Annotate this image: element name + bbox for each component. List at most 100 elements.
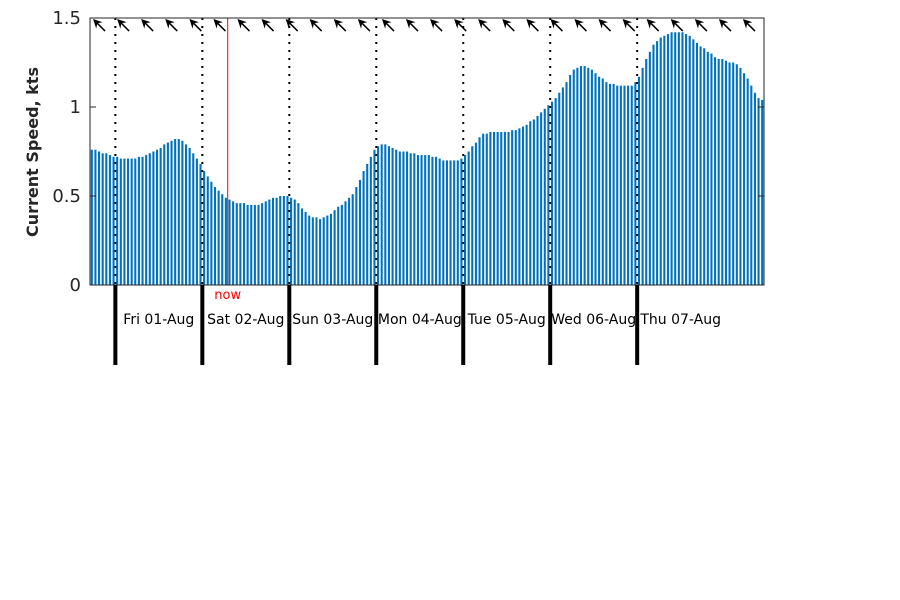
bar [619,85,622,285]
arrow-shaft [457,22,467,32]
bar [101,153,104,285]
bar [558,92,561,285]
bar [134,158,137,285]
arrow-shaft [312,22,323,32]
bar [750,85,753,285]
bar [500,131,503,285]
bar [601,78,604,286]
bar [674,32,677,285]
bar [485,133,488,285]
bar [203,171,206,285]
arrow-shaft [553,22,564,32]
bar [572,69,575,286]
bar [634,82,637,285]
bar [116,156,119,285]
arrow-shaft [288,22,299,32]
bar [181,140,184,285]
day-label: Tue 05-Aug [467,312,546,328]
bar [242,203,246,285]
bar [685,34,688,285]
bar [210,181,213,285]
bar [94,149,97,285]
plot-frame [89,17,765,286]
bar [311,217,314,285]
bar [195,158,198,285]
bar [221,194,224,285]
bar [344,201,347,285]
arrow-shaft [192,22,202,32]
bar [213,187,217,285]
bar [536,115,539,286]
y-tick-label: 1 [70,97,81,118]
arrow-shaft [264,22,275,32]
arrow-shaft [433,22,443,32]
bar [525,124,528,285]
bar [409,153,412,285]
y-tick-label: 1.5 [52,8,81,29]
bar [199,163,202,285]
bar [435,156,438,285]
bar [253,204,256,285]
bar [268,199,271,285]
bar [384,144,387,285]
bar [565,82,568,285]
bar [380,144,383,285]
bar [148,153,151,285]
bar [743,73,746,286]
bar [166,142,169,285]
arrow-shaft [96,22,106,32]
bar [239,203,242,285]
bar [112,156,115,285]
bar [739,67,742,285]
bar [279,196,282,285]
bar [290,197,293,285]
arrow-shaft [673,22,684,32]
bar [322,217,325,285]
bar [507,131,510,285]
bar [174,139,177,285]
bar [540,112,543,285]
bar [228,199,231,285]
bar [246,204,249,285]
bar [177,139,180,285]
bar [373,149,376,285]
bar [608,83,612,285]
bar [427,155,430,285]
day-label: Mon 04-Aug [378,312,462,328]
bar [282,196,285,285]
bar [438,158,441,285]
day-label: Thu 07-Aug [639,312,721,328]
arrow-shaft [481,22,491,32]
bar [355,187,358,285]
bar [308,215,311,285]
bar [717,58,720,285]
bar [464,155,467,285]
bar [543,108,546,285]
bar [518,128,521,285]
bar [155,149,159,285]
day-label: Fri 01-Aug [123,312,194,328]
arrow-shaft [577,22,588,32]
bar [637,76,641,286]
bar [184,144,188,285]
y-tick-label: 0.5 [52,186,81,207]
bar [652,44,655,286]
plot-background [90,18,764,285]
bar [391,147,394,285]
bar [358,179,362,285]
bar [163,144,166,285]
bar [521,126,525,285]
bar [474,142,477,285]
bar [547,105,550,285]
bar [170,140,173,285]
bar [579,66,583,285]
bar [706,51,709,285]
bar [735,64,738,285]
bar [137,156,140,285]
bar [119,158,122,285]
bar [666,34,670,285]
bar [721,58,724,285]
arrow-shaft [216,22,227,32]
bar [732,62,735,285]
bar [362,171,365,285]
